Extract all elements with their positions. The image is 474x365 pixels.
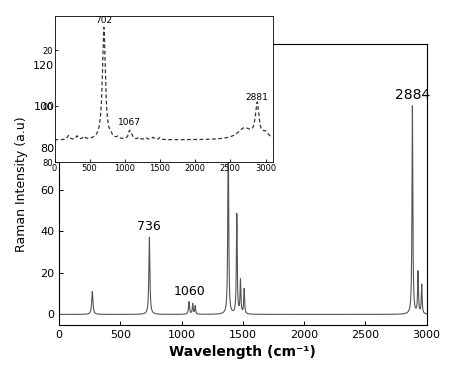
Text: 1067: 1067	[118, 118, 141, 127]
Y-axis label: Raman Intensity (a.u): Raman Intensity (a.u)	[15, 116, 27, 252]
Text: 2884: 2884	[395, 88, 430, 102]
Text: 1060: 1060	[173, 285, 205, 298]
Text: 702: 702	[95, 16, 112, 25]
Text: 2881: 2881	[246, 93, 269, 102]
Text: 736: 736	[137, 220, 161, 233]
X-axis label: Wavelength (cm⁻¹): Wavelength (cm⁻¹)	[170, 345, 316, 359]
